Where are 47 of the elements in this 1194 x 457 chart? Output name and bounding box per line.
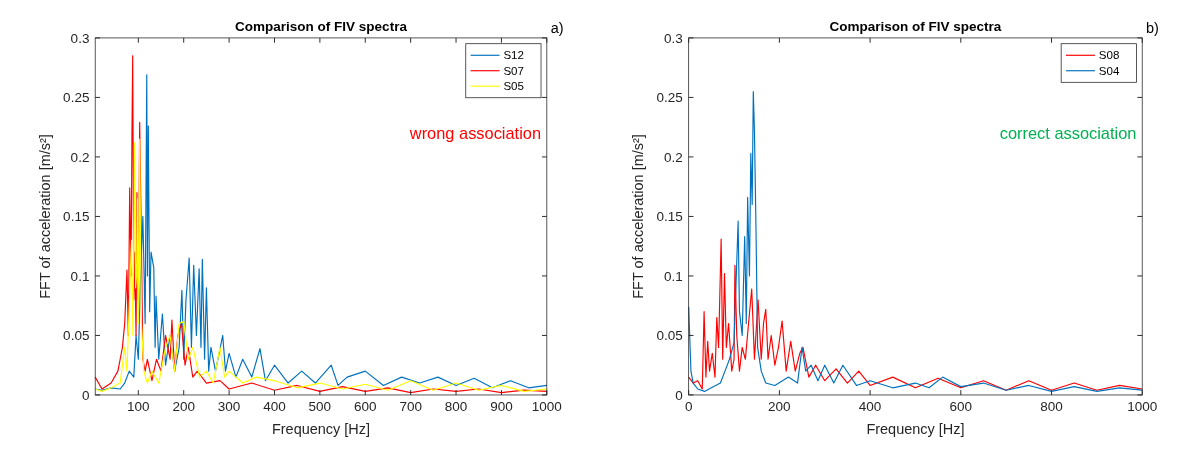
x-tick-label: 500 (308, 399, 332, 415)
x-tick-label: 600 (949, 399, 973, 415)
y-axis-title: FFT of acceleration [m/s²] (630, 134, 647, 299)
x-tick-label: 200 (768, 399, 791, 415)
y-tick-label: 0 (675, 387, 683, 403)
y-tick-label: 0.05 (656, 328, 683, 344)
x-tick-label: 800 (444, 399, 468, 415)
x-tick-label: 300 (217, 399, 241, 415)
y-tick-label: 0.2 (70, 149, 90, 165)
x-tick-label: 1000 (1127, 399, 1158, 415)
x-tick-label: 800 (1040, 399, 1063, 415)
line-series (688, 90, 1143, 392)
legend-label: S04 (1098, 64, 1120, 77)
x-tick-label: 100 (127, 399, 150, 415)
x-axis-title: Frequency [Hz] (271, 420, 371, 437)
x-axis-title: Frequency [Hz] (866, 420, 965, 437)
legend-label: S12 (503, 49, 524, 62)
y-tick-label: 0.25 (63, 90, 90, 106)
y-tick-label: 0.05 (63, 328, 90, 344)
y-tick-label: 0.1 (664, 268, 683, 284)
x-tick-label: 200 (172, 399, 195, 415)
x-tick-label: 400 (263, 399, 286, 415)
x-tick-label: 1000 (531, 399, 562, 415)
y-tick-label: 0.2 (664, 149, 683, 165)
line-series (688, 238, 1143, 391)
x-tick-label: 700 (399, 399, 422, 415)
y-tick-label: 0.15 (656, 209, 683, 225)
x-tick-label: 0 (684, 399, 693, 415)
chart-title: Comparison of FIV spectra (829, 19, 1002, 35)
y-tick-label: 0.15 (63, 209, 90, 225)
legend-label: S05 (503, 80, 524, 93)
x-tick-label: 900 (490, 399, 513, 415)
y-tick-label: 0 (81, 387, 90, 403)
annotation: correct association (999, 124, 1137, 143)
y-axis-title: FFT of acceleration [m/s²] (36, 134, 53, 299)
y-tick-label: 0.25 (656, 90, 683, 106)
x-tick-label: 600 (354, 399, 377, 415)
x-tick-label: 400 (858, 399, 882, 415)
y-tick-label: 0.1 (70, 268, 90, 284)
legend-label: S08 (1098, 49, 1120, 62)
text: b) (1146, 20, 1159, 37)
legend-label: S07 (503, 64, 524, 77)
text: a) (550, 20, 564, 37)
chart-title: Comparison of FIV spectra (235, 19, 408, 35)
y-tick-label: 0.3 (664, 30, 683, 46)
y-tick-label: 0.3 (70, 30, 90, 46)
annotation: wrong association (408, 124, 542, 143)
